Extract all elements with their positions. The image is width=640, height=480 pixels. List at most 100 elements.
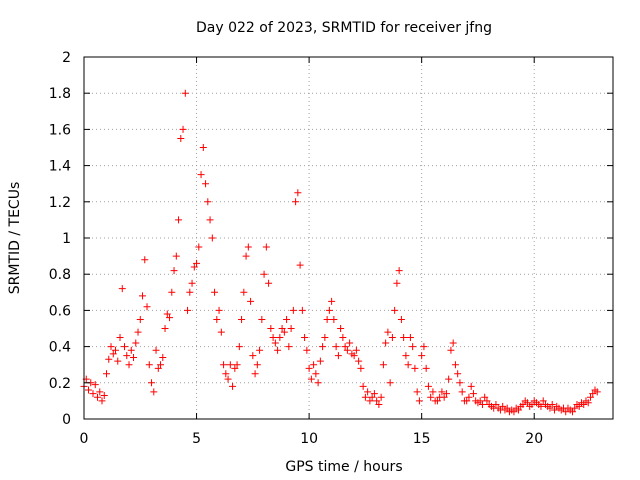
data-point	[449, 339, 457, 347]
data-point	[550, 406, 558, 414]
data-point	[341, 343, 349, 351]
data-point	[256, 346, 264, 354]
y-tick-label: 1	[62, 231, 71, 247]
data-point	[373, 397, 381, 405]
data-point	[303, 346, 311, 354]
data-point	[427, 393, 435, 401]
y-tick-label: 0.2	[49, 376, 71, 392]
data-point	[323, 315, 331, 323]
data-point	[458, 388, 466, 396]
data-point	[195, 243, 203, 251]
data-point	[332, 343, 340, 351]
data-point	[334, 352, 342, 360]
data-point	[476, 397, 484, 405]
data-point	[467, 382, 475, 390]
data-point	[179, 125, 187, 133]
x-tick-label: 10	[300, 431, 318, 447]
data-point	[451, 361, 459, 369]
data-point	[91, 381, 99, 389]
data-point	[368, 393, 376, 401]
data-point	[580, 401, 588, 409]
data-point	[168, 288, 176, 296]
data-point	[310, 361, 318, 369]
data-point	[132, 339, 140, 347]
data-point	[130, 353, 138, 361]
data-point	[107, 343, 115, 351]
data-point	[301, 334, 309, 342]
data-point	[265, 279, 273, 287]
data-point	[386, 379, 394, 387]
data-point	[267, 325, 275, 332]
data-point	[141, 256, 149, 264]
data-point	[123, 352, 131, 360]
data-point	[96, 388, 104, 396]
y-axis-label: SRMTID / TECUs	[7, 182, 23, 295]
data-point	[118, 285, 126, 293]
data-point	[361, 393, 369, 401]
data-point	[166, 314, 174, 322]
data-point	[388, 334, 396, 342]
x-tick-label: 5	[192, 431, 201, 447]
data-point	[391, 306, 399, 314]
data-point	[568, 408, 576, 416]
x-tick-label: 0	[80, 431, 89, 447]
data-point	[127, 346, 135, 354]
data-point	[400, 334, 408, 342]
data-point	[478, 401, 486, 409]
data-point	[220, 361, 228, 369]
data-point	[283, 315, 291, 323]
data-point	[184, 306, 192, 314]
data-point	[89, 390, 97, 398]
data-point	[382, 339, 390, 347]
data-point	[206, 216, 214, 224]
data-point	[424, 382, 432, 390]
data-point	[442, 390, 450, 398]
data-point	[584, 399, 592, 407]
data-point	[280, 328, 288, 336]
data-point	[539, 397, 547, 405]
data-point	[379, 361, 387, 369]
data-point	[222, 370, 230, 378]
data-point	[170, 267, 178, 275]
data-point	[409, 343, 417, 351]
y-tick-label: 0	[62, 412, 71, 428]
data-point	[440, 393, 448, 401]
data-point	[145, 361, 153, 369]
data-point	[121, 343, 129, 351]
data-point	[355, 357, 363, 365]
data-point	[593, 388, 601, 396]
data-point	[514, 406, 522, 414]
data-point	[175, 216, 183, 224]
data-point	[154, 364, 162, 372]
data-point	[229, 382, 237, 390]
data-point	[499, 402, 507, 410]
data-point	[240, 288, 248, 296]
data-point	[316, 357, 324, 365]
data-point	[100, 391, 108, 399]
data-point	[114, 357, 122, 365]
data-point	[112, 346, 120, 354]
data-point	[411, 364, 419, 372]
data-point	[258, 315, 266, 323]
data-points	[80, 89, 601, 416]
data-point	[274, 346, 282, 354]
data-point	[325, 306, 333, 314]
data-point	[260, 270, 268, 278]
data-point	[125, 361, 133, 369]
data-point	[276, 334, 284, 342]
data-point	[447, 346, 455, 354]
data-point	[433, 397, 441, 405]
y-tick-label: 1.6	[49, 122, 71, 138]
data-point	[375, 401, 383, 409]
data-point	[483, 397, 491, 405]
data-point	[575, 402, 583, 410]
data-point	[298, 306, 306, 314]
data-point	[231, 364, 239, 372]
data-point	[251, 370, 259, 378]
data-point	[271, 339, 279, 347]
y-tick-label: 2	[62, 50, 71, 66]
data-point	[242, 252, 250, 260]
data-point	[481, 393, 489, 401]
data-point	[492, 401, 500, 409]
